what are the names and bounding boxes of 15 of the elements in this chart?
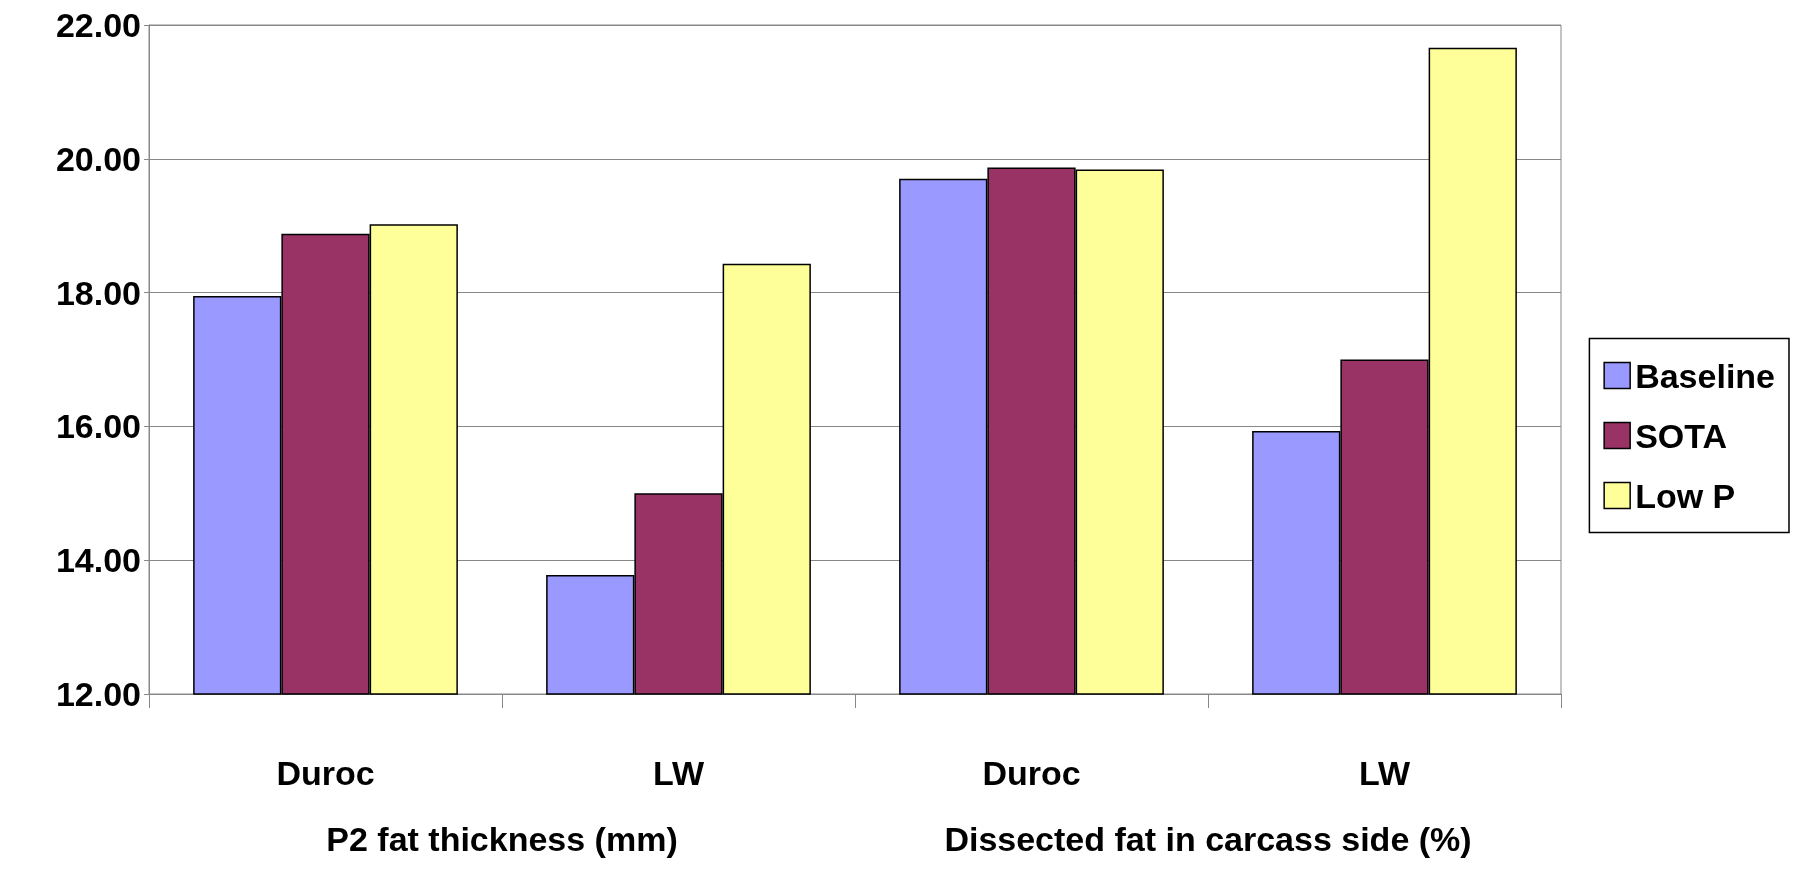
text: P2 fat thickness (mm): [326, 820, 678, 858]
y-tick-label: 14.00: [55, 541, 141, 580]
legend-label: Low P: [1635, 476, 1736, 515]
y-tick-label: 16.00: [55, 407, 141, 446]
y-tick-label: 12.00: [55, 675, 141, 713]
text: Dissected fat in carcass side (%): [944, 820, 1472, 858]
x-tick-label: Duroc: [982, 754, 1081, 792]
x-tick-label: Duroc: [276, 754, 375, 792]
legend-label: SOTA: [1635, 416, 1728, 455]
y-tick-label: 18.00: [55, 273, 141, 312]
y-tick-label: 22.00: [55, 6, 141, 44]
x-tick-label: LW: [653, 754, 705, 792]
x-tick-label: LW: [1359, 754, 1411, 792]
legend-label: Baseline: [1635, 356, 1776, 395]
y-tick-label: 20.00: [55, 139, 141, 178]
